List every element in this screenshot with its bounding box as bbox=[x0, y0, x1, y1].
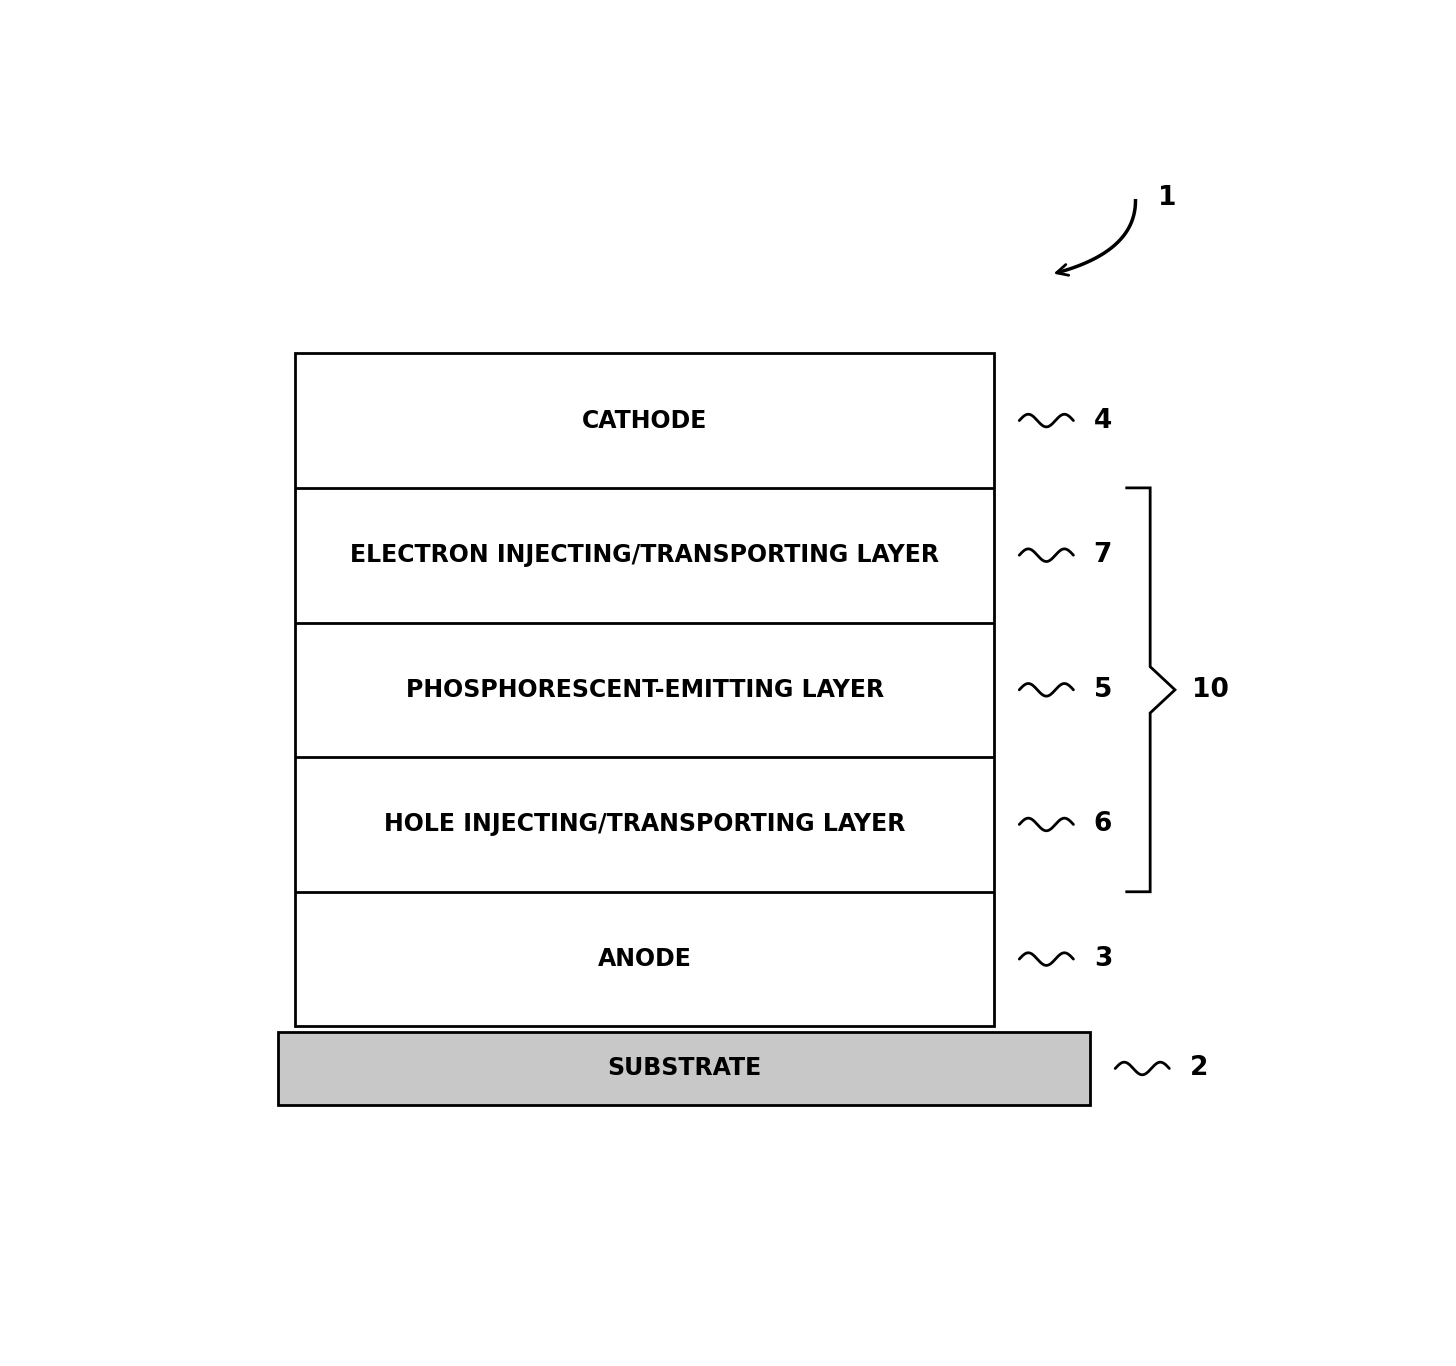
Text: 4: 4 bbox=[1093, 407, 1112, 433]
Text: 10: 10 bbox=[1192, 676, 1229, 703]
Text: 3: 3 bbox=[1093, 947, 1112, 973]
Text: HOLE INJECTING/TRANSPORTING LAYER: HOLE INJECTING/TRANSPORTING LAYER bbox=[384, 813, 906, 836]
Bar bbox=[278, 1031, 1091, 1105]
Bar bbox=[296, 354, 994, 1026]
Text: 2: 2 bbox=[1190, 1056, 1208, 1082]
Text: ELECTRON INJECTING/TRANSPORTING LAYER: ELECTRON INJECTING/TRANSPORTING LAYER bbox=[349, 544, 939, 567]
Text: 5: 5 bbox=[1093, 676, 1112, 703]
Text: PHOSPHORESCENT-EMITTING LAYER: PHOSPHORESCENT-EMITTING LAYER bbox=[406, 678, 884, 702]
Text: 7: 7 bbox=[1093, 542, 1112, 568]
Text: CATHODE: CATHODE bbox=[582, 408, 708, 433]
Text: ANODE: ANODE bbox=[598, 947, 692, 971]
Text: 6: 6 bbox=[1093, 811, 1112, 837]
Text: SUBSTRATE: SUBSTRATE bbox=[607, 1056, 761, 1081]
Text: 1: 1 bbox=[1158, 184, 1176, 210]
